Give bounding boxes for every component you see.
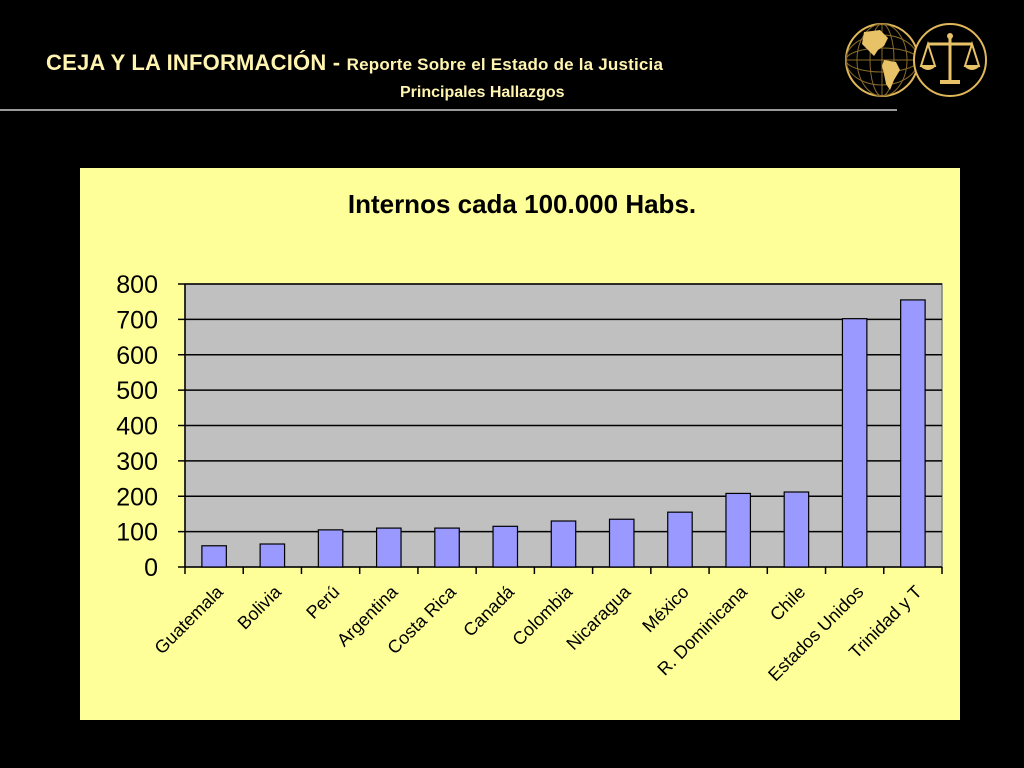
header-divider	[0, 109, 897, 111]
header-title: CEJA Y LA INFORMACIÓN - Reporte Sobre el…	[46, 50, 663, 76]
y-tick-label: 600	[116, 342, 158, 370]
y-tick-label: 800	[116, 271, 158, 299]
header-title-sub: Reporte Sobre el Estado de la Justicia	[346, 55, 664, 74]
header-title-main: CEJA Y LA INFORMACIÓN -	[46, 50, 347, 75]
y-tick-label: 300	[116, 448, 158, 476]
x-tick-label: Guatemala	[151, 581, 228, 658]
bar	[434, 527, 460, 568]
chart-title: Internos cada 100.000 Habs.	[348, 189, 696, 219]
x-tick-label: Chile	[766, 582, 809, 625]
bar	[900, 299, 926, 568]
bar	[492, 525, 519, 568]
bar	[259, 543, 286, 568]
bar	[550, 520, 577, 568]
bar	[317, 529, 344, 568]
header-subtitle: Principales Hallazgos	[400, 84, 565, 101]
x-tick-label: Nicaragua	[562, 581, 635, 654]
y-tick-label: 200	[116, 483, 158, 511]
x-tick-label: Canadá	[459, 581, 518, 640]
y-tick-label: 100	[116, 519, 158, 547]
x-tick-label: Bolivia	[234, 581, 286, 633]
bar	[783, 491, 810, 568]
x-tick-label: Perú	[302, 582, 343, 623]
bar	[201, 545, 227, 568]
y-tick-label: 500	[116, 377, 158, 405]
bar-chart: Internos cada 100.000 Habs. 0 100 200 300 40…	[116, 189, 943, 685]
bar	[841, 318, 868, 568]
chart-panel: Internos cada 100.000 Habs. 0 100 200 300 40…	[80, 168, 960, 720]
globe-americas-icon	[845, 23, 919, 97]
x-tick-label: México	[638, 582, 692, 636]
bar	[667, 511, 693, 568]
y-tick-label: 0	[144, 554, 158, 582]
scales-of-justice-icon	[913, 23, 987, 97]
bar	[375, 527, 402, 568]
y-tick-label: 400	[116, 413, 158, 441]
y-tick-label: 700	[116, 306, 158, 334]
bar	[608, 518, 635, 568]
bar	[725, 492, 752, 568]
